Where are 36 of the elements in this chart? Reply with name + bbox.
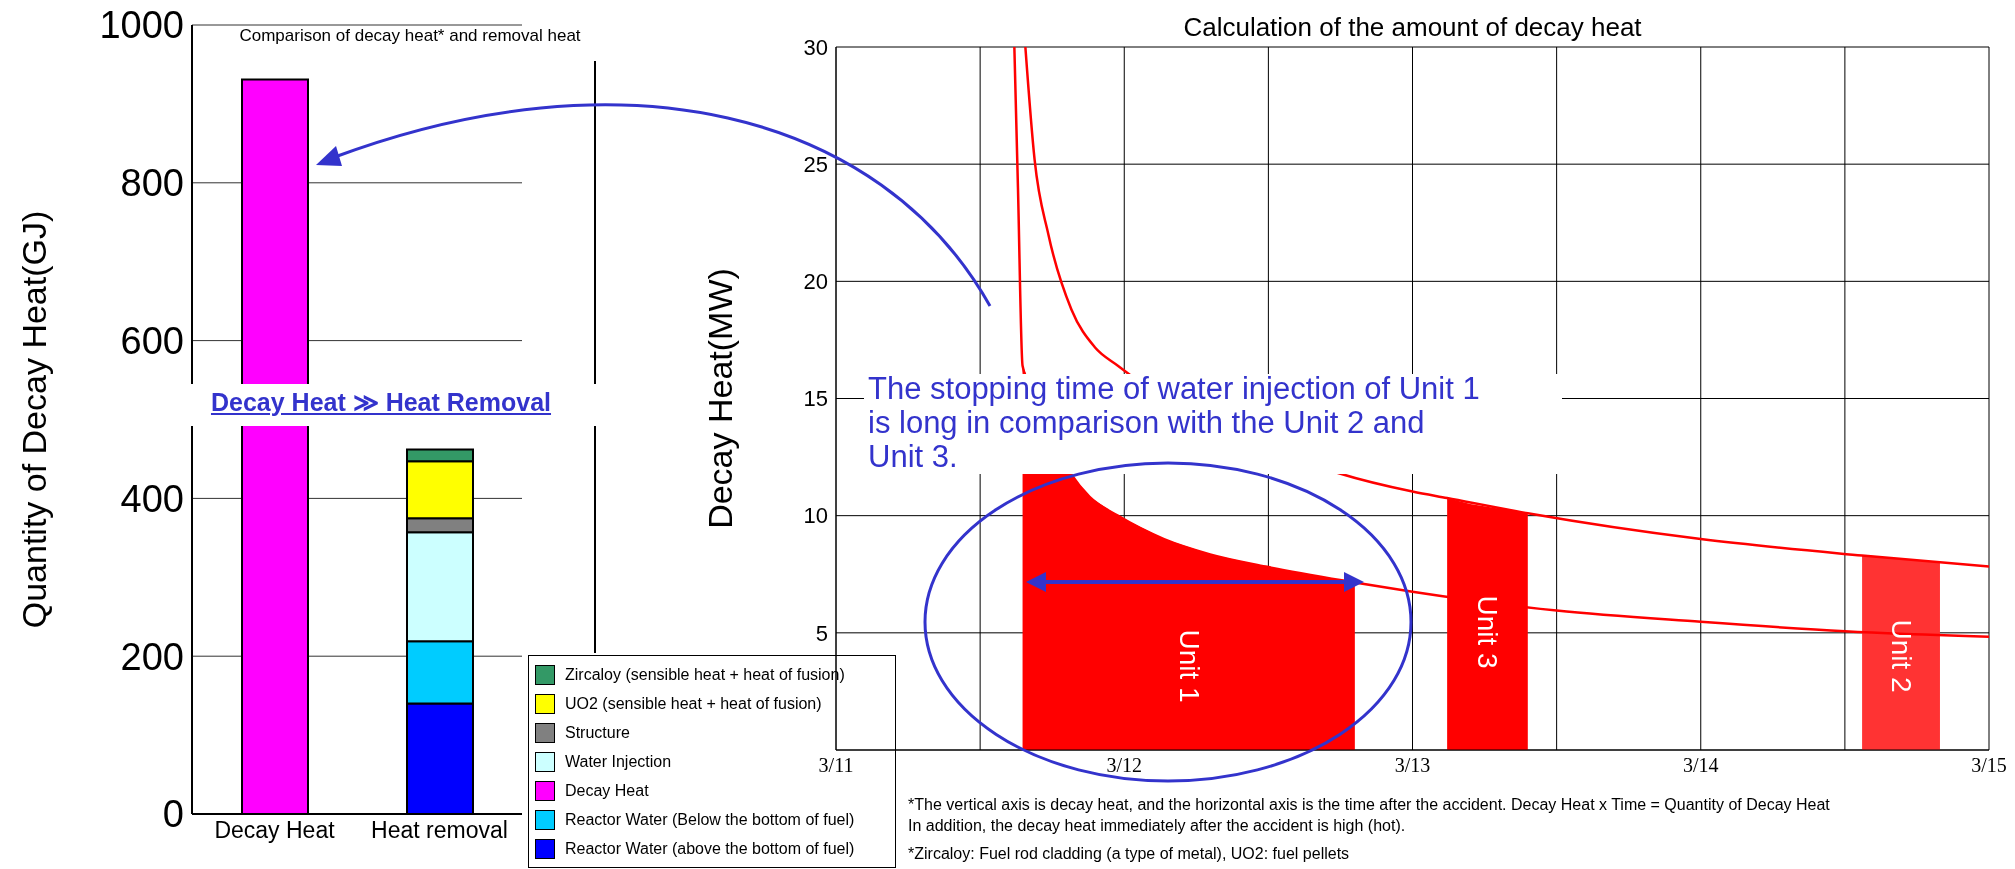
series-label: Unit 3 — [1471, 595, 1504, 669]
y-tick-label: 600 — [120, 320, 184, 363]
y-axis-title: Quantity of Decay Heat(GJ) — [15, 210, 54, 629]
y-tick-label: 0 — [162, 793, 184, 836]
chart-title: Comparison of decay heat* and removal heat — [238, 26, 582, 46]
annotation: The stopping time of water injection of Unit 1 is long in comparison with the Unit 2 and Unit 3. — [868, 371, 1481, 474]
legend-label: Reactor Water (Below the bottom of fuel) — [565, 810, 855, 829]
x-tick-label: 3/11 — [818, 754, 854, 777]
series-label: Unit 1 — [1172, 629, 1205, 703]
legend-label: UO2 (sensible heat + heat of fusion) — [565, 694, 822, 713]
y-tick-label: 15 — [803, 386, 828, 412]
y-tick-label: 20 — [803, 269, 828, 295]
text: *The vertical axis is decay heat, and the horizontal axis is the time after the accident. Decay Heat x Time = Quantity of Decay Heat — [908, 795, 1830, 815]
y-tick-label: 200 — [120, 635, 184, 678]
x-tick-label: 3/13 — [1394, 754, 1431, 777]
text: *Zircaloy: Fuel rod cladding (a type of metal), UO2: fuel pellets — [908, 845, 1350, 863]
y-tick-label: 1000 — [99, 4, 184, 47]
y-tick-label: 5 — [815, 620, 828, 646]
y-axis-title: Decay Heat(MW) — [701, 268, 740, 529]
legend-label: Reactor Water (above the bottom of fuel) — [565, 839, 855, 858]
x-tick-label: 3/12 — [1106, 754, 1143, 777]
y-tick-label: 800 — [120, 162, 184, 205]
legend-label: Decay Heat — [565, 781, 649, 800]
annotation: Decay Heat ≫ Heat Removal — [209, 388, 552, 417]
x-tick-label: 3/15 — [1971, 754, 2007, 777]
y-tick-label: 30 — [803, 34, 828, 60]
y-tick-label: 25 — [803, 151, 828, 177]
x-tick-label: 3/14 — [1682, 754, 1719, 777]
y-tick-label: 10 — [803, 503, 828, 529]
chart-title: Calculation of the amount of decay heat — [1182, 12, 1643, 43]
text: In addition, the decay heat immediately after the accident is high (hot). — [908, 816, 1407, 836]
legend-label: Water Injection — [565, 752, 672, 771]
series-label: Unit 2 — [1885, 619, 1918, 693]
y-tick-label: 400 — [120, 477, 184, 520]
x-tick-label: Heat removal — [371, 817, 508, 844]
legend-label: Structure — [565, 723, 630, 742]
